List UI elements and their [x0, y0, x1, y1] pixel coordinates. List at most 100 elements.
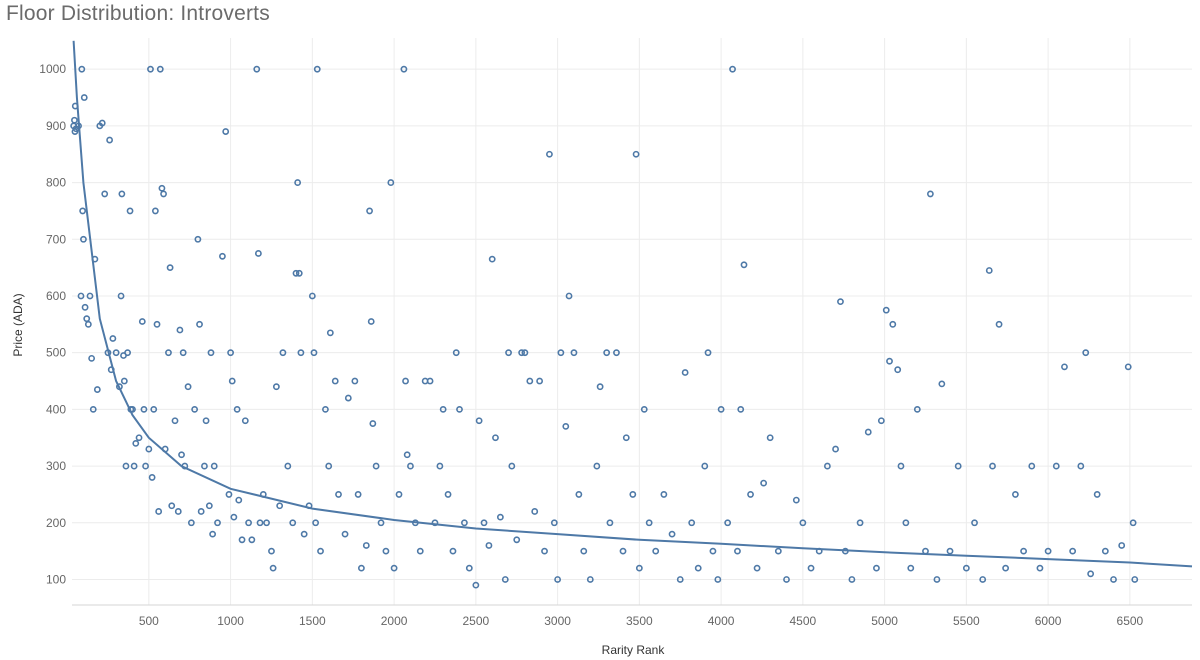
data-point	[367, 318, 375, 325]
data-point	[613, 349, 620, 357]
data-point	[1110, 576, 1117, 583]
data-point	[225, 491, 233, 498]
data-point	[660, 491, 668, 498]
data-point	[734, 547, 741, 555]
data-point	[197, 508, 205, 515]
data-point	[807, 564, 815, 572]
data-point	[317, 547, 324, 555]
data-point	[155, 508, 163, 515]
data-point	[83, 315, 91, 323]
data-point	[98, 119, 106, 127]
data-point	[995, 320, 1003, 328]
data-point	[80, 94, 88, 101]
data-point	[501, 576, 509, 583]
data-point	[933, 576, 941, 583]
data-point	[80, 235, 87, 243]
data-point	[1093, 491, 1101, 498]
data-point	[557, 349, 565, 357]
data-point	[889, 320, 897, 328]
data-point	[151, 207, 159, 215]
data-point	[308, 292, 316, 300]
data-point	[88, 354, 96, 362]
data-point	[233, 405, 241, 413]
data-point	[622, 434, 630, 442]
data-point	[554, 576, 562, 583]
data-point	[358, 564, 365, 572]
data-point	[676, 576, 684, 583]
data-point	[1101, 547, 1109, 555]
data-point	[505, 349, 512, 357]
y-axis-title: Price (ADA)	[11, 293, 25, 356]
data-point	[472, 581, 480, 589]
data-point	[263, 519, 270, 527]
x-tick-label: 500	[139, 614, 159, 628]
data-point	[268, 547, 275, 555]
data-point	[276, 502, 284, 510]
data-point	[541, 547, 548, 555]
data-point	[913, 405, 921, 413]
y-tick-label: 900	[46, 119, 66, 133]
data-point	[245, 519, 252, 527]
data-point	[979, 576, 987, 583]
data-point	[864, 428, 872, 436]
x-tick-label: 5000	[871, 614, 898, 628]
data-point	[926, 190, 934, 198]
x-axis: 500 1000 1500 2000 2500 3000 3500 4000 4500 5000 5…	[72, 604, 1192, 628]
data-point	[207, 349, 215, 357]
data-point	[148, 474, 156, 481]
data-point	[112, 349, 120, 357]
data-point	[1082, 349, 1090, 357]
gridlines	[72, 38, 1192, 605]
data-point	[241, 417, 249, 425]
data-point	[222, 128, 230, 135]
data-point	[635, 564, 643, 572]
data-point	[766, 434, 774, 442]
data-point	[894, 366, 902, 374]
data-point	[668, 530, 676, 538]
data-point	[747, 491, 754, 498]
data-point	[150, 405, 158, 413]
data-point	[101, 190, 109, 198]
data-point	[444, 491, 452, 498]
data-point	[279, 349, 287, 357]
data-point	[1077, 462, 1085, 470]
data-point	[77, 292, 85, 300]
data-point	[724, 519, 732, 527]
data-point	[120, 377, 128, 385]
data-point	[272, 383, 280, 391]
data-point	[377, 519, 385, 527]
trend-line-group	[72, 40, 1193, 568]
data-point	[989, 462, 996, 470]
data-point	[962, 564, 970, 572]
data-point	[369, 420, 377, 427]
data-point	[219, 252, 226, 260]
data-point	[89, 405, 97, 413]
data-point	[354, 491, 362, 498]
data-point	[971, 519, 978, 527]
data-point	[619, 547, 627, 555]
data-point	[256, 519, 264, 527]
x-tick-label: 4500	[790, 614, 817, 628]
x-tick-label: 3000	[544, 614, 571, 628]
data-point	[452, 349, 460, 357]
data-point	[1061, 363, 1068, 371]
data-point	[586, 576, 594, 583]
data-point	[168, 502, 176, 510]
data-point	[629, 491, 637, 498]
data-point	[640, 405, 648, 413]
data-point	[508, 462, 516, 470]
data-point	[416, 547, 424, 555]
y-tick-label: 300	[46, 459, 66, 473]
data-point	[78, 65, 86, 73]
trend-line	[72, 40, 1193, 568]
data-point	[178, 451, 185, 459]
data-point	[580, 547, 588, 555]
data-point	[645, 519, 653, 527]
data-point	[1131, 576, 1139, 583]
y-tick-label: 400	[46, 402, 66, 416]
data-point	[848, 576, 856, 583]
data-point	[194, 235, 202, 243]
data-point	[153, 320, 161, 328]
data-point	[325, 462, 333, 470]
data-point	[362, 542, 370, 549]
